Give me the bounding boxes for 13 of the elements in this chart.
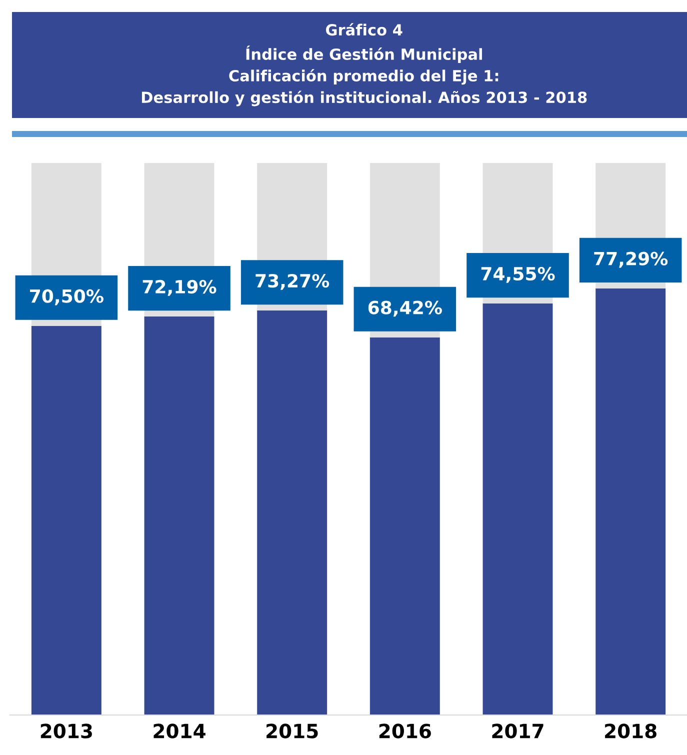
data-label: 77,29% xyxy=(594,252,668,268)
data-label: 68,42% xyxy=(368,300,442,317)
x-tick-label: 2016 xyxy=(379,724,431,738)
data-label: 74,55% xyxy=(481,266,555,283)
chart-title: Gráfico 4 Índice de Gestión Municipal Calificación promedio del Eje 1: Desarrollo y gestión institucional. Años 2013 - 2018 xyxy=(142,23,587,106)
x-tick-label: 2018 xyxy=(605,724,656,738)
x-tick-label: 2017 xyxy=(492,724,544,738)
data-label: 73,27% xyxy=(256,274,330,290)
x-tick-label: 2014 xyxy=(154,724,206,738)
x-tick-label: 2015 xyxy=(266,724,318,738)
data-label: 72,19% xyxy=(142,280,216,296)
x-tick-label: 2013 xyxy=(40,724,92,738)
data-label: 70,50% xyxy=(30,289,104,306)
